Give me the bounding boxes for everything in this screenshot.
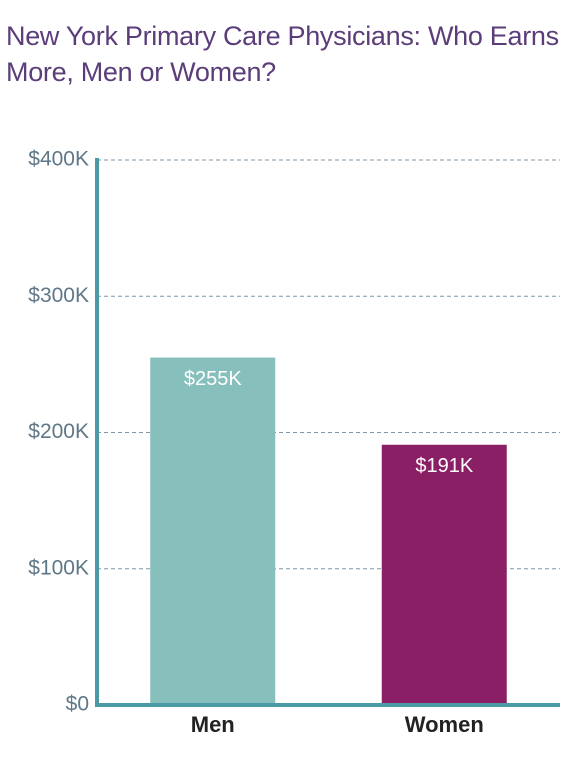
bar — [381, 444, 507, 705]
x-tick-label: Women — [405, 712, 484, 737]
chart-title: New York Primary Care Physicians: Who Ea… — [6, 21, 559, 87]
y-tick-label: $400K — [28, 148, 89, 171]
bar — [150, 357, 276, 705]
y-tick-label: $300K — [28, 284, 89, 307]
x-tick-label: Men — [191, 712, 235, 737]
y-tick-label: $200K — [28, 420, 89, 443]
value-label: $255K — [184, 368, 242, 390]
y-tick-label: $100K — [28, 556, 89, 579]
y-tick-label: $0 — [66, 693, 89, 716]
value-label: $191K — [415, 455, 473, 477]
